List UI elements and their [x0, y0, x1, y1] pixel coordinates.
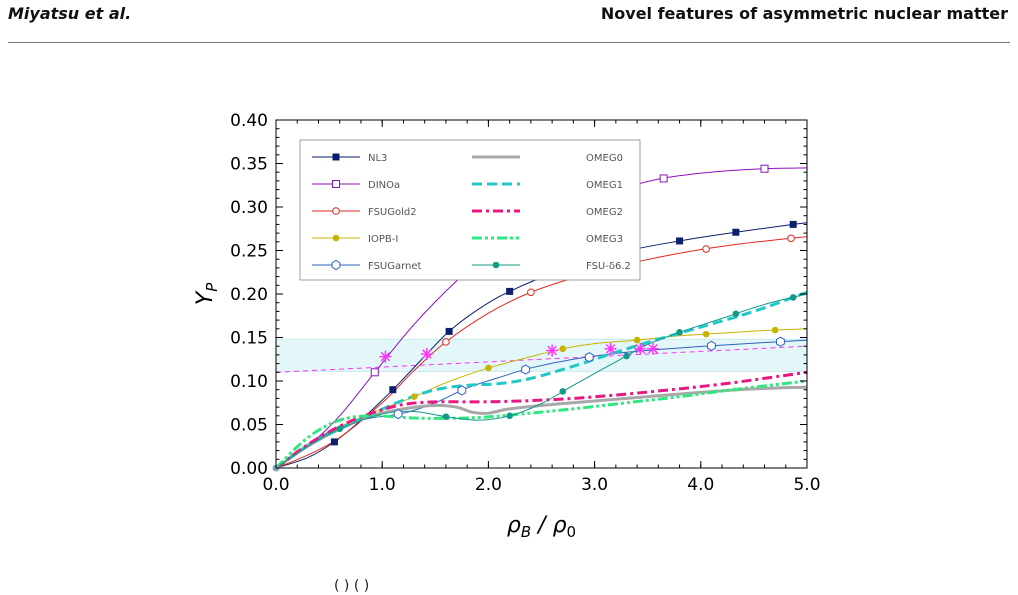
star-stroke-1-3: [422, 349, 432, 359]
series-marker-1-2: [760, 164, 769, 173]
legend-label-5: OMEG0: [586, 153, 623, 164]
legend-marker-2: [332, 207, 340, 215]
star-point-5: [647, 342, 660, 355]
series-marker-9-4: [623, 352, 630, 360]
legend-marker-3: [332, 234, 340, 242]
series-marker-2-0: [442, 338, 450, 346]
y-tick-label-1: 0.05: [230, 416, 268, 436]
series-marker-3-2: [559, 345, 567, 353]
legend: NL3 DINOa FSUGold2 IOPB-I FSUGarnet OMEG0 OMEG…: [299, 139, 641, 281]
marker-group: [272, 164, 797, 472]
series-marker-4-3: [584, 352, 594, 363]
star-stroke-2-3: [547, 345, 557, 356]
legend-label-2: FSUGold2: [368, 207, 417, 218]
series-line-7: [276, 370, 807, 468]
series-marker-3-5: [771, 326, 779, 334]
series-marker-2-1: [527, 288, 535, 297]
series-marker-0-7: [789, 220, 797, 228]
legend-label-0: NL3: [368, 153, 387, 164]
star-stroke-0-3: [380, 351, 391, 362]
legend-label-4: FSUGarnet: [368, 261, 422, 272]
series-group: [276, 167, 807, 468]
series-marker-9-6: [732, 310, 740, 318]
header-rule: [8, 42, 1010, 43]
series-marker-4-5: [776, 336, 785, 347]
legend-label-8: OMEG3: [586, 234, 623, 245]
legend-marker-9: [492, 261, 500, 269]
legend-box: [299, 139, 641, 281]
series-marker-9-7: [789, 294, 797, 301]
y-tick-label-3: 0.15: [230, 329, 268, 349]
legend-marker-1: [332, 180, 340, 188]
x-tick-label-1: 1.0: [369, 475, 396, 495]
star-point-3: [604, 342, 617, 355]
series-marker-2-4: [787, 234, 795, 243]
legend-label-3: IOPB-I: [368, 234, 398, 245]
x-tick-label-5: 5.0: [793, 475, 820, 495]
series-marker-3-3: [633, 336, 641, 344]
legend-label-7: OMEG2: [586, 207, 623, 218]
legend-label-9: FSU-δ6.2: [586, 261, 631, 272]
star-point-4: [634, 342, 647, 355]
legend-marker-0: [332, 153, 340, 161]
y-tick-label-6: 0.30: [230, 198, 268, 218]
running-head-title: Novel features of asymmetric nuclear mat…: [600, 4, 1008, 23]
y-tick-label-0: 0.00: [230, 459, 268, 479]
series-marker-0-1: [389, 386, 397, 394]
x-tick-label-2: 2.0: [475, 475, 502, 495]
series-marker-3-1: [485, 364, 492, 372]
series-marker-4-1: [457, 385, 467, 396]
x-axis-label: ρB / ρ0: [507, 513, 576, 541]
series-marker-9-5: [676, 328, 683, 336]
series-line-2: [276, 236, 807, 468]
series-marker-3-0: [410, 393, 418, 400]
series-marker-4-4: [707, 340, 716, 351]
series-marker-4-0: [393, 408, 403, 420]
series-marker-0-0: [330, 438, 338, 446]
legend-marker-4: [331, 259, 341, 271]
y-tick-label-5: 0.25: [230, 242, 268, 262]
series-marker-0-3: [506, 287, 514, 295]
star-point-0: [379, 350, 392, 363]
series-line-9: [276, 293, 807, 468]
series-marker-9-0: [336, 425, 344, 433]
series-marker-0-6: [732, 228, 740, 236]
series-marker-0-2: [445, 327, 453, 335]
star-point-2: [546, 344, 559, 357]
series-marker-3-4: [702, 330, 710, 338]
y-axis-label: YP: [193, 282, 221, 305]
series-marker-0-5: [676, 237, 684, 245]
y-tick-label-8: 0.40: [230, 111, 268, 131]
running-head-authors: Miyatsu et al.: [8, 4, 132, 23]
plot-area: 0.0 1.0 2.0 3.0 4.0 5.0 0.00 0.05 0.10 0.15 0.20 0.…: [193, 111, 821, 594]
series-marker-9-1: [442, 413, 450, 420]
y-tick-label-2: 0.10: [230, 372, 268, 392]
y-tick-label-7: 0.35: [230, 155, 268, 175]
star-stroke-5-3: [648, 344, 658, 354]
x-tick-label-0: 0.0: [262, 475, 289, 495]
series-marker-9-2: [506, 412, 513, 420]
constraint-band: [275, 338, 808, 372]
x-tick-label-3: 3.0: [581, 475, 608, 495]
star-stroke-3-3: [605, 344, 616, 354]
footer-fragment: ( ) ( ): [334, 578, 369, 594]
star-stroke-4-3: [635, 344, 646, 354]
tick-group: 0.0 1.0 2.0 3.0 4.0 5.0 0.00 0.05 0.10 0.15 0.20 0.…: [230, 111, 820, 495]
x-tick-label-4: 4.0: [687, 475, 714, 495]
legend-label-6: OMEG1: [586, 180, 623, 191]
legend-label-1: DINOa: [368, 180, 400, 191]
series-marker-9-3: [559, 388, 567, 395]
y-tick-label-4: 0.20: [230, 285, 268, 305]
series-marker-1-1: [659, 174, 668, 183]
trend-line: [276, 345, 807, 373]
series-marker-4-2: [521, 364, 530, 375]
series-marker-2-3: [702, 245, 710, 253]
series-line-6: [276, 290, 807, 468]
series-line-8: [276, 379, 807, 468]
star-point-1: [420, 348, 433, 361]
series-marker-1-0: [370, 368, 379, 377]
